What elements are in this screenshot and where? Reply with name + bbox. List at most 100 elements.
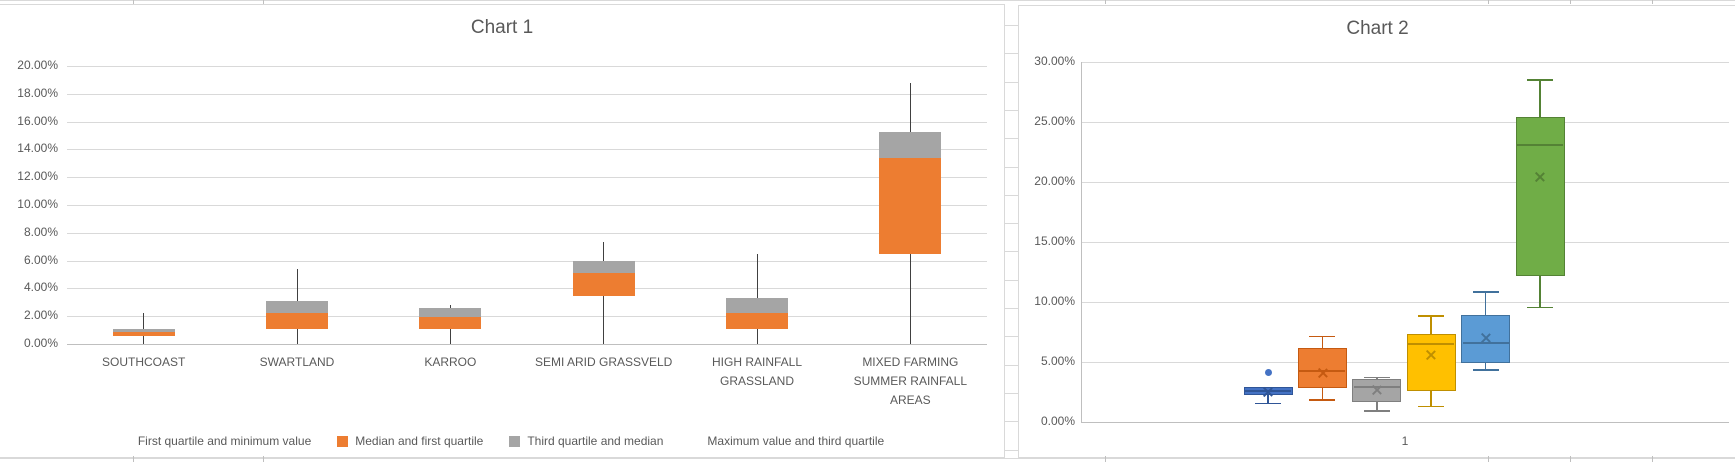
gridline	[67, 232, 987, 234]
category-label: KARROO	[424, 355, 477, 369]
sheet-column-tick	[133, 0, 134, 4]
gridline	[67, 149, 987, 151]
box-q1-median-segment	[266, 312, 328, 329]
whisker-upper-line	[1430, 316, 1432, 335]
sheet-gap-row-line	[1005, 364, 1018, 366]
legend-item: First quartile and minimum value	[120, 434, 311, 448]
sheet-column-tick	[1570, 456, 1571, 462]
y-axis-line	[1081, 62, 1082, 423]
gridline	[67, 205, 987, 206]
whisker-lower-line	[1430, 390, 1432, 406]
gridline	[1081, 242, 1729, 243]
sheet-gap-row-line	[1005, 336, 1018, 338]
chart1-panel[interactable]: Chart 1 First quartile and minimum value…	[0, 4, 1005, 458]
y-tick-label: 8.00%	[23, 224, 58, 239]
legend-label: Median and first quartile	[355, 434, 484, 448]
box-median-line	[1517, 144, 1563, 146]
whisker-lower-cap	[1309, 399, 1336, 401]
gridline	[67, 93, 987, 95]
whisker-upper-line	[1484, 292, 1487, 316]
y-tick-label: 15.00%	[1034, 234, 1075, 248]
sheet-column-tick	[263, 456, 264, 462]
gridline	[67, 288, 987, 290]
gridline	[67, 316, 987, 318]
gridline	[67, 177, 987, 179]
box-median-q3-segment	[726, 298, 788, 314]
whisker-upper-line	[1376, 377, 1378, 379]
sheet-column-tick	[1652, 456, 1653, 462]
sheet-gap-row-line	[1005, 392, 1018, 394]
sheet-gap-row-line	[1005, 449, 1018, 451]
sheet-column-tick	[1488, 456, 1489, 462]
sheet-gap-row-line	[1005, 194, 1018, 196]
y-tick-label: 12.00%	[17, 169, 58, 184]
whisker-lower-line	[1321, 388, 1324, 400]
gridline	[1081, 422, 1729, 423]
sheet-column-tick	[263, 0, 264, 4]
whisker-lower-cap	[1418, 405, 1445, 408]
y-tick-label: 4.00%	[23, 280, 58, 295]
whisker-upper-cap	[1527, 79, 1553, 81]
chart1-legend: First quartile and minimum value Median a…	[0, 434, 1004, 448]
box-q1-median-segment	[572, 273, 635, 297]
whisker-upper-cap	[1418, 315, 1445, 317]
y-tick-label: 0.00%	[23, 336, 58, 350]
y-tick-label: 18.00%	[17, 85, 58, 100]
y-tick-label: 25.00%	[1034, 114, 1075, 128]
sheet-gap-row-line	[1005, 223, 1018, 225]
sheet-gap-row-line	[1005, 25, 1018, 26]
gridline	[1081, 362, 1729, 363]
box-q1-median-segment	[112, 332, 175, 336]
box-median-q3-segment	[419, 307, 482, 317]
category-label: SOUTHCOAST	[101, 355, 186, 369]
box-mean-marker	[1426, 349, 1437, 360]
box-whisker-box	[1515, 117, 1565, 276]
sheet-column-tick	[133, 456, 134, 462]
sheet-row-line	[0, 458, 1735, 459]
outlier-dot	[1264, 369, 1272, 377]
legend-item: Maximum value and third quartile	[689, 434, 884, 448]
x-tick-label: 1	[1401, 434, 1409, 448]
sheet-gap-row-line	[1005, 53, 1018, 55]
whisker-line	[143, 312, 145, 344]
y-tick-label: 10.00%	[1034, 294, 1075, 308]
box-median-q3-segment	[266, 300, 328, 313]
y-tick-label: 30.00%	[1034, 54, 1075, 68]
gridline	[67, 66, 987, 67]
chart2-panel[interactable]: Chart 2 0.00% 5.00% 10.00% 15.00% 20.00% 25.0…	[1018, 5, 1735, 458]
gridline	[67, 260, 987, 262]
y-tick-label: 14.00%	[17, 141, 58, 156]
category-label: SWARTLAND	[259, 355, 335, 369]
gridline	[1081, 182, 1729, 183]
whisker-lower-cap	[1255, 402, 1281, 405]
box-mean-marker	[1480, 333, 1491, 344]
y-tick-label: 2.00%	[23, 308, 58, 323]
whisker-lower-line	[1539, 275, 1541, 307]
legend-item: Median and first quartile	[337, 434, 483, 448]
box-mean-marker	[1317, 367, 1328, 378]
legend-label: First quartile and minimum value	[137, 434, 312, 448]
y-tick-label: 0.00%	[1040, 414, 1075, 428]
legend-swatch	[120, 436, 131, 447]
gridline	[1081, 62, 1729, 63]
box-mean-marker	[1371, 385, 1382, 396]
sheet-gap-row-line	[1005, 166, 1018, 168]
gridline	[1081, 302, 1729, 303]
whisker-upper-line	[1321, 336, 1324, 348]
sheet-gap-row-line	[1005, 138, 1018, 140]
box-median-line	[1408, 343, 1455, 345]
box-q1-median-segment	[879, 157, 942, 254]
legend-label: Maximum value and third quartile	[707, 434, 885, 448]
whisker-lower-cap	[1472, 369, 1499, 371]
legend-item: Third quartile and median	[509, 434, 663, 448]
legend-swatch	[337, 435, 349, 447]
whisker-lower-line	[1484, 363, 1487, 370]
y-tick-label: 5.00%	[1040, 354, 1075, 368]
sheet-column-tick	[1488, 0, 1489, 4]
sheet-column-tick	[1570, 0, 1571, 4]
sheet-gap-row-line	[1005, 279, 1018, 281]
sheet-gap-row-line	[1005, 109, 1018, 111]
whisker-lower-line	[1267, 395, 1269, 403]
whisker-lower-line	[1376, 402, 1378, 410]
box-q1-median-segment	[726, 313, 788, 329]
